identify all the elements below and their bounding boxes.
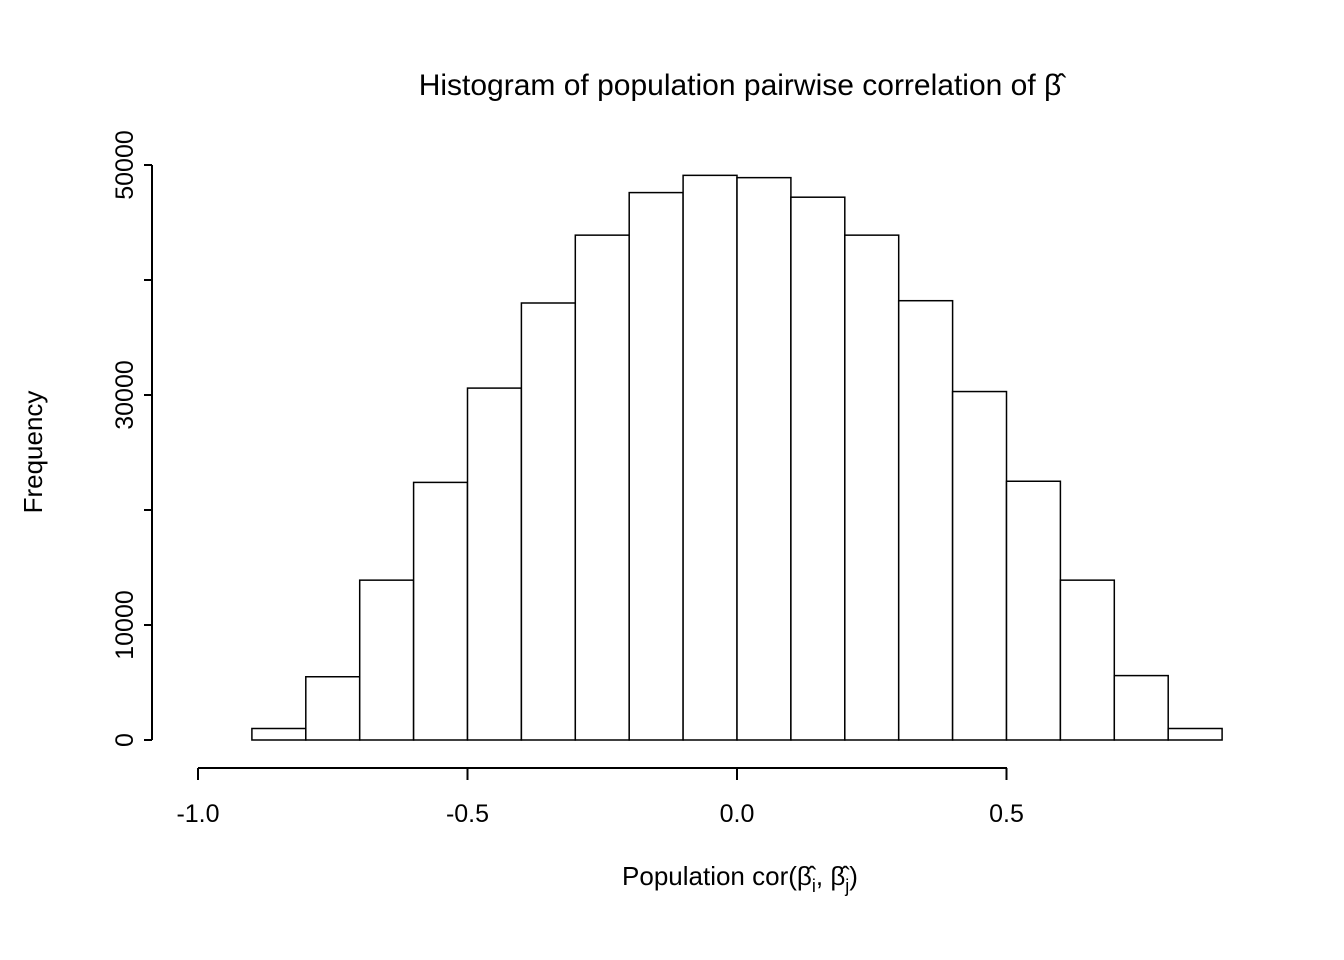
chart-title: Histogram of population pairwise correla… [419, 69, 1067, 102]
subscript-j: j [844, 876, 849, 896]
histogram-bar [305, 676, 361, 741]
x-tick-label: -1.0 [176, 800, 219, 828]
histogram-bar [790, 196, 846, 741]
x-axis-title-prefix: Population cor( [622, 861, 797, 891]
histogram-bar [1059, 579, 1116, 741]
x-tick-label: 0.0 [720, 800, 755, 828]
histogram-bar [844, 234, 900, 741]
histogram-bar [682, 174, 738, 741]
histogram-bar [412, 481, 469, 741]
x-axis-title: Population cor(β̂i, β̂j) [622, 861, 858, 896]
histogram-bar [897, 299, 954, 741]
histogram-bar [466, 387, 523, 741]
x-axis-title-close: ) [849, 861, 858, 891]
y-tick-label: 50000 [111, 130, 139, 200]
histogram-bar [1005, 480, 1062, 741]
histogram-bar [251, 727, 307, 741]
histogram-bar [1113, 674, 1169, 741]
x-tick-label: 0.5 [989, 800, 1024, 828]
y-tick-label: 30000 [111, 360, 139, 430]
beta-hat-symbol: β̂ [797, 861, 817, 891]
histogram-bar [520, 302, 577, 741]
histogram-bar [1167, 727, 1223, 741]
y-axis-title: Frequency [18, 391, 48, 514]
bars-group [251, 174, 1223, 741]
y-tick-label: 10000 [111, 590, 139, 660]
histogram-bar [574, 234, 630, 741]
beta-hat-symbol: β̂ [830, 861, 850, 891]
subscript-i: i [812, 876, 816, 896]
y-tick-label: 0 [111, 733, 139, 747]
histogram-bar [628, 191, 684, 741]
x-tick-label: -0.5 [446, 800, 489, 828]
histogram-bar [358, 579, 415, 741]
histogram-bar [736, 176, 792, 741]
x-axis-title-comma: , [816, 861, 830, 891]
histogram-bar [951, 390, 1008, 741]
